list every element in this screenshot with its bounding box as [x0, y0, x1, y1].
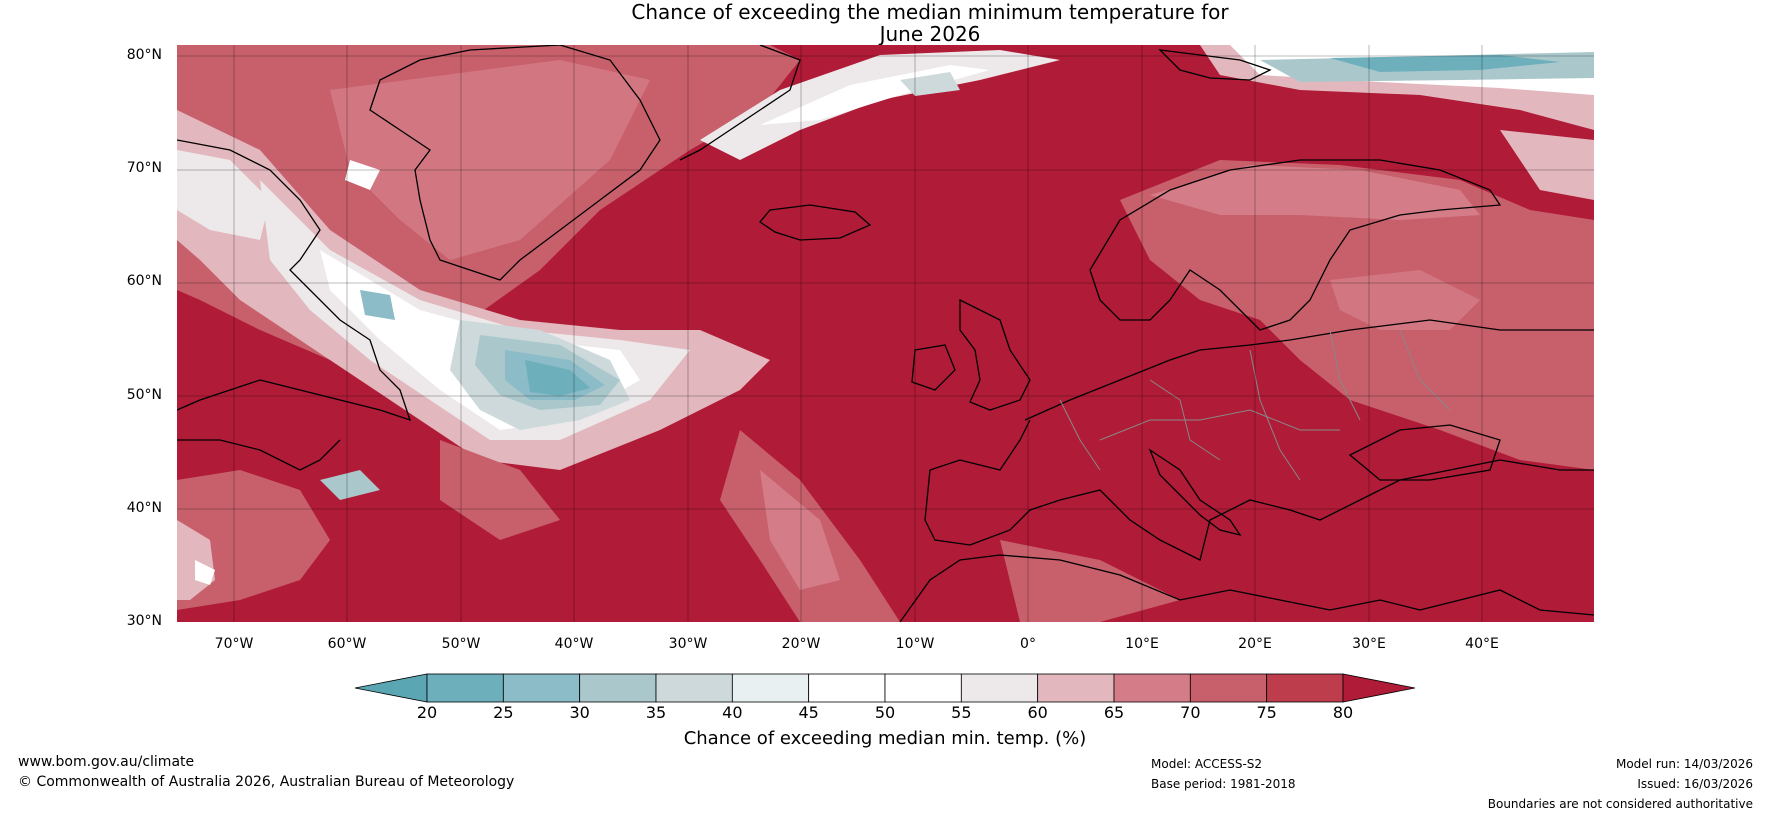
colorbar-cells — [354, 673, 1416, 703]
chart-subtitle: June 2026 — [879, 22, 981, 46]
colorbar-tick-label: 30 — [569, 703, 590, 722]
lon-label-70w: 70°W — [214, 636, 254, 652]
colorbar-tick-label: 75 — [1256, 703, 1277, 722]
colorbar-cell — [884, 673, 962, 703]
lon-label-30e: 30°E — [1352, 636, 1386, 652]
footer-base-period: Base period: 1981-2018 — [1151, 777, 1296, 791]
lat-label-60n: 60°N — [126, 273, 162, 289]
footer-model: Model: ACCESS-S2 — [1151, 757, 1263, 771]
colorbar-cell — [426, 673, 504, 703]
lat-label-50n: 50°N — [126, 387, 162, 403]
colorbar-cell — [731, 673, 810, 703]
chart-title: Chance of exceeding the median minimum t… — [631, 0, 1229, 24]
lat-label-30n: 30°N — [126, 613, 162, 629]
colorbar-tick-label: 40 — [722, 703, 743, 722]
lon-label-10e: 10°E — [1125, 636, 1159, 652]
colorbar-tick-label: 70 — [1180, 703, 1201, 722]
lon-label-20w: 20°W — [781, 636, 821, 652]
colorbar-tick-label: 60 — [1027, 703, 1048, 722]
country-borders — [1059, 329, 1451, 481]
colorbar-tick-label: 35 — [645, 703, 667, 722]
lon-label-40w: 40°W — [554, 636, 594, 652]
graticule — [177, 45, 1594, 622]
footer-model-run: Model run: 14/03/2026 — [1615, 757, 1753, 771]
colorbar-tick-label: 80 — [1332, 703, 1354, 722]
coastlines — [177, 45, 1594, 622]
lon-label-30w: 30°W — [668, 636, 708, 652]
lon-label-60w: 60°W — [327, 636, 367, 652]
colorbar-cell — [1113, 673, 1191, 703]
map-field — [177, 45, 1594, 622]
colorbar-extend-high — [1342, 673, 1416, 703]
colorbar-cell — [808, 673, 886, 703]
colorbar-tick-label: 55 — [951, 703, 972, 722]
colorbar-cell — [655, 673, 733, 703]
footer-issued: Issued: 16/03/2026 — [1637, 777, 1753, 791]
lon-label-0: 0° — [1020, 636, 1036, 652]
footer-disclaimer: Boundaries are not considered authoritat… — [1487, 797, 1753, 811]
colorbar-cell — [502, 673, 581, 703]
colorbar-label: Chance of exceeding median min. temp. (%… — [683, 728, 1087, 749]
lat-label-40n: 40°N — [126, 500, 162, 516]
lon-label-20e: 20°E — [1238, 636, 1272, 652]
lat-label-70n: 70°N — [126, 160, 162, 176]
colorbar-tick-label: 65 — [1103, 703, 1125, 722]
lat-label-80n: 80°N — [126, 47, 162, 63]
colorbar-cell — [1037, 673, 1115, 703]
lon-label-50w: 50°W — [441, 636, 481, 652]
colorbar-cell — [960, 673, 1039, 703]
footer-website: www.bom.gov.au/climate — [18, 754, 195, 770]
lon-label-10w: 10°W — [895, 636, 935, 652]
colorbar-cell — [1189, 673, 1268, 703]
colorbar-extend-low — [354, 673, 428, 703]
footer-copyright: © Commonwealth of Australia 2026, Austra… — [18, 774, 515, 790]
lon-label-40e: 40°E — [1465, 636, 1499, 652]
colorbar-tick-label: 20 — [416, 703, 438, 722]
colorbar-tick-label: 50 — [874, 703, 896, 722]
colorbar-tick-label: 45 — [798, 703, 819, 722]
colorbar-tick-label: 25 — [493, 703, 514, 722]
colorbar-cell — [1266, 673, 1344, 703]
colorbar-cell — [579, 673, 657, 703]
